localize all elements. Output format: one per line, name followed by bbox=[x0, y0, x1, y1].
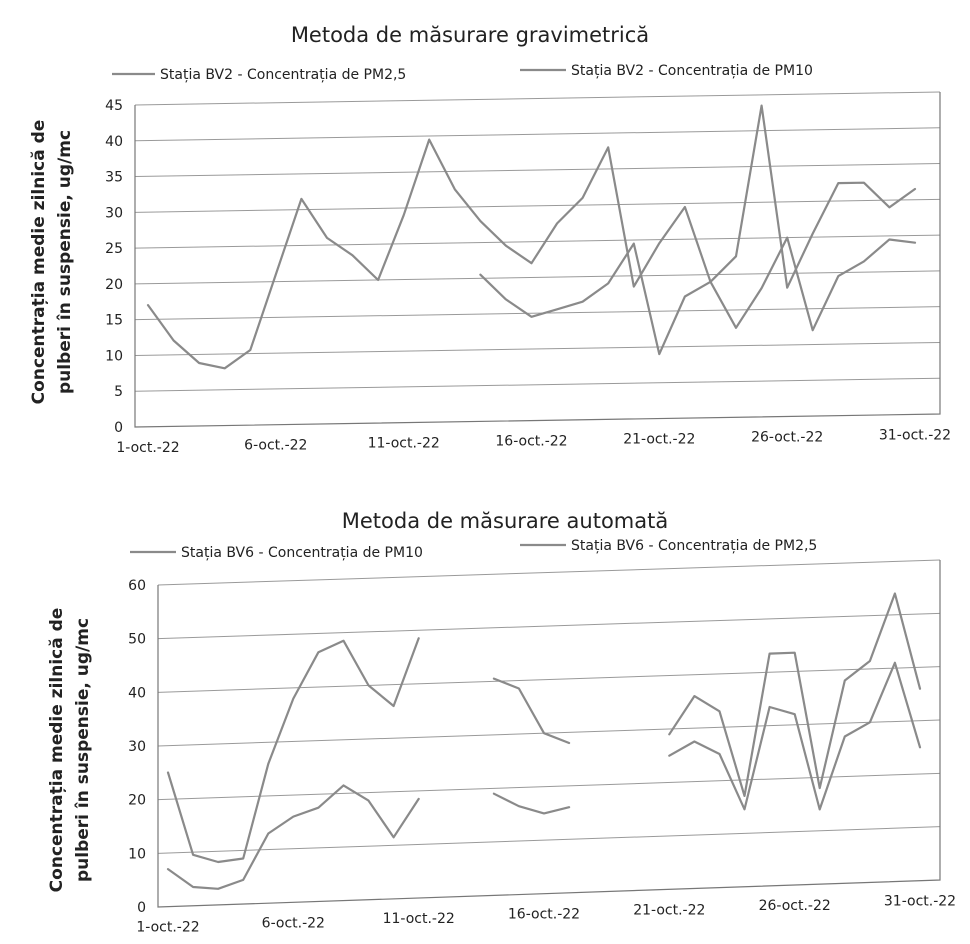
y-tick-label: 15 bbox=[105, 313, 123, 329]
y-tick-label: 0 bbox=[114, 420, 123, 436]
gridline bbox=[134, 234, 941, 249]
y-axis-label-line-2: pulberi în suspensie, ug/mc bbox=[73, 618, 93, 882]
gridline bbox=[134, 341, 941, 356]
legend-label-pm25: Stația BV6 - Concentrația de PM2,5 bbox=[571, 538, 817, 554]
series-line-2 bbox=[668, 661, 922, 811]
gridline bbox=[157, 666, 941, 693]
x-tick-label: 31-oct.-22 bbox=[884, 894, 956, 910]
x-tick-label: 26-oct.-22 bbox=[751, 429, 823, 445]
chart-legend: Stația BV2 - Concentrația de PM2,5 Stați… bbox=[112, 63, 813, 83]
x-tick-label: 11-oct.-22 bbox=[383, 911, 455, 927]
gridlines bbox=[134, 91, 941, 392]
y-tick-label: 5 bbox=[114, 384, 123, 400]
y-axis-label-line-1: Concentrația medie zilnică de bbox=[29, 120, 49, 405]
gridline bbox=[134, 127, 941, 142]
y-tick-label: 20 bbox=[105, 277, 123, 293]
legend-label-pm10: Stația BV6 - Concentrația de PM10 bbox=[181, 545, 423, 561]
series-lines bbox=[146, 104, 917, 370]
y-tick-label: 30 bbox=[128, 739, 146, 755]
y-tick-label: 0 bbox=[137, 900, 146, 916]
chart-automatic: Metoda de măsurare automată Stația BV6 -… bbox=[47, 509, 956, 936]
chart-legend: Stația BV6 - Concentrația de PM10 Stația… bbox=[130, 538, 817, 561]
y-tick-label: 20 bbox=[128, 793, 146, 809]
y-tick-labels: 0 10 20 30 40 50 60 bbox=[128, 578, 146, 916]
y-tick-label: 10 bbox=[128, 846, 146, 862]
y-tick-label: 45 bbox=[105, 98, 123, 114]
gridline bbox=[134, 377, 941, 392]
axes bbox=[157, 560, 941, 908]
y-tick-labels: 0 5 10 15 20 25 30 35 40 45 bbox=[105, 98, 123, 436]
y-tick-label: 40 bbox=[128, 685, 146, 701]
y-tick-label: 25 bbox=[105, 241, 123, 257]
series-line-1 bbox=[492, 677, 571, 745]
x-tick-label: 6-oct.-22 bbox=[244, 438, 307, 454]
series-line-2 bbox=[492, 792, 571, 815]
plot-frame bbox=[157, 560, 941, 908]
legend-label-pm10: Stația BV2 - Concentrația de PM10 bbox=[571, 63, 813, 79]
x-tick-labels: 1-oct.-22 6-oct.-22 11-oct.-22 16-oct.-22 21… bbox=[136, 894, 956, 936]
gridline bbox=[134, 198, 941, 213]
x-tick-labels: 1-oct.-22 6-oct.-22 11-oct.-22 16-oct.-22 21… bbox=[116, 427, 951, 455]
y-tick-label: 10 bbox=[105, 348, 123, 364]
chart-title: Metoda de măsurare automată bbox=[342, 509, 668, 533]
x-tick-label: 31-oct.-22 bbox=[879, 427, 951, 443]
x-tick-label: 1-oct.-22 bbox=[136, 920, 199, 936]
x-tick-label: 16-oct.-22 bbox=[508, 907, 580, 923]
gridline bbox=[157, 559, 941, 586]
y-tick-label: 35 bbox=[105, 170, 123, 186]
gridline bbox=[157, 719, 941, 747]
gridline bbox=[134, 163, 941, 178]
gridlines bbox=[157, 559, 941, 854]
y-tick-label: 50 bbox=[128, 632, 146, 648]
x-tick-label: 11-oct.-22 bbox=[368, 436, 440, 452]
series-lines bbox=[166, 592, 922, 890]
series-line-2 bbox=[166, 784, 420, 890]
x-tick-label: 1-oct.-22 bbox=[116, 440, 179, 456]
x-tick-label: 6-oct.-22 bbox=[262, 915, 325, 931]
gridline bbox=[134, 91, 941, 106]
x-tick-label: 16-oct.-22 bbox=[495, 434, 567, 450]
chart-gravimetric: Metoda de măsurare gravimetrică Stația B… bbox=[29, 23, 951, 456]
series-line-1 bbox=[668, 592, 922, 798]
chart-title: Metoda de măsurare gravimetrică bbox=[291, 23, 649, 47]
gridline bbox=[157, 772, 941, 801]
y-axis-label-line-1: Concentrația medie zilnică de bbox=[47, 608, 67, 893]
y-tick-label: 40 bbox=[105, 134, 123, 150]
legend-label-pm25: Stația BV2 - Concentrația de PM2,5 bbox=[160, 67, 406, 83]
y-axis-label-line-2: pulberi în suspensie, ug/mc bbox=[55, 130, 75, 394]
axes bbox=[134, 92, 941, 428]
y-tick-label: 60 bbox=[128, 578, 146, 594]
gridline bbox=[157, 826, 941, 854]
gridline bbox=[157, 612, 941, 640]
plot-frame bbox=[134, 92, 941, 428]
series-line-2 bbox=[146, 104, 917, 370]
x-tick-label: 21-oct.-22 bbox=[623, 432, 695, 448]
y-tick-label: 30 bbox=[105, 205, 123, 221]
gridline bbox=[134, 270, 941, 285]
series-line-1 bbox=[166, 637, 420, 864]
series-line-1 bbox=[479, 236, 917, 356]
x-tick-label: 21-oct.-22 bbox=[633, 902, 705, 918]
x-tick-label: 26-oct.-22 bbox=[759, 898, 831, 914]
